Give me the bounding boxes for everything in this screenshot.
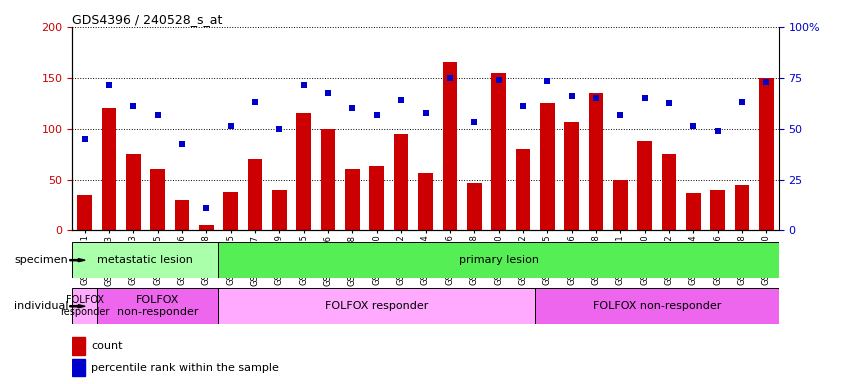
- Point: [297, 82, 311, 88]
- Bar: [734, 185, 750, 230]
- Point: [248, 99, 262, 105]
- Bar: [77, 195, 92, 230]
- Bar: [248, 159, 262, 230]
- Bar: [491, 73, 505, 230]
- Bar: [199, 225, 214, 230]
- Point: [589, 95, 603, 101]
- Bar: [126, 154, 140, 230]
- Point: [77, 136, 91, 142]
- Bar: [369, 166, 384, 230]
- Point: [127, 103, 140, 109]
- Text: count: count: [92, 341, 123, 351]
- Text: specimen: specimen: [14, 255, 68, 265]
- Point: [419, 110, 432, 116]
- Point: [735, 99, 749, 105]
- Bar: [219, 288, 535, 324]
- Bar: [686, 193, 700, 230]
- Point: [175, 141, 189, 147]
- Point: [492, 77, 505, 83]
- Text: GDS4396 / 240528_s_at: GDS4396 / 240528_s_at: [72, 13, 223, 26]
- Bar: [72, 288, 97, 324]
- Point: [224, 122, 237, 129]
- Bar: [589, 93, 603, 230]
- Point: [199, 205, 213, 211]
- Point: [638, 95, 652, 101]
- Text: FOLFOX
responder: FOLFOX responder: [60, 295, 109, 317]
- Bar: [662, 154, 677, 230]
- Text: FOLFOX
non-responder: FOLFOX non-responder: [117, 295, 198, 317]
- Bar: [97, 288, 219, 324]
- Bar: [540, 103, 555, 230]
- Bar: [418, 174, 433, 230]
- Point: [370, 113, 384, 119]
- Text: FOLFOX non-responder: FOLFOX non-responder: [592, 301, 721, 311]
- Point: [467, 118, 481, 124]
- Text: individual: individual: [14, 301, 68, 311]
- Point: [516, 103, 529, 109]
- Bar: [759, 78, 774, 230]
- Point: [565, 93, 579, 99]
- Bar: [72, 337, 85, 355]
- Point: [614, 113, 627, 119]
- Point: [346, 105, 359, 111]
- Bar: [564, 121, 579, 230]
- Bar: [443, 63, 457, 230]
- Bar: [613, 180, 628, 230]
- Bar: [72, 242, 219, 278]
- Text: percentile rank within the sample: percentile rank within the sample: [92, 363, 279, 373]
- Bar: [101, 108, 117, 230]
- Bar: [174, 200, 189, 230]
- Bar: [219, 242, 779, 278]
- Bar: [394, 134, 408, 230]
- Text: FOLFOX responder: FOLFOX responder: [325, 301, 428, 311]
- Bar: [467, 182, 482, 230]
- Bar: [516, 149, 530, 230]
- Bar: [346, 169, 360, 230]
- Point: [272, 126, 286, 132]
- Point: [151, 113, 164, 119]
- Point: [687, 122, 700, 129]
- Bar: [711, 190, 725, 230]
- Bar: [72, 359, 85, 376]
- Point: [662, 100, 676, 106]
- Bar: [535, 288, 779, 324]
- Bar: [637, 141, 652, 230]
- Text: primary lesion: primary lesion: [459, 255, 539, 265]
- Point: [711, 127, 724, 134]
- Bar: [296, 113, 311, 230]
- Point: [102, 82, 116, 88]
- Point: [540, 78, 554, 84]
- Point: [760, 79, 774, 85]
- Bar: [272, 190, 287, 230]
- Bar: [223, 192, 238, 230]
- Text: metastatic lesion: metastatic lesion: [98, 255, 193, 265]
- Point: [394, 97, 408, 103]
- Bar: [321, 129, 335, 230]
- Point: [322, 90, 335, 96]
- Point: [443, 74, 457, 81]
- Bar: [151, 169, 165, 230]
